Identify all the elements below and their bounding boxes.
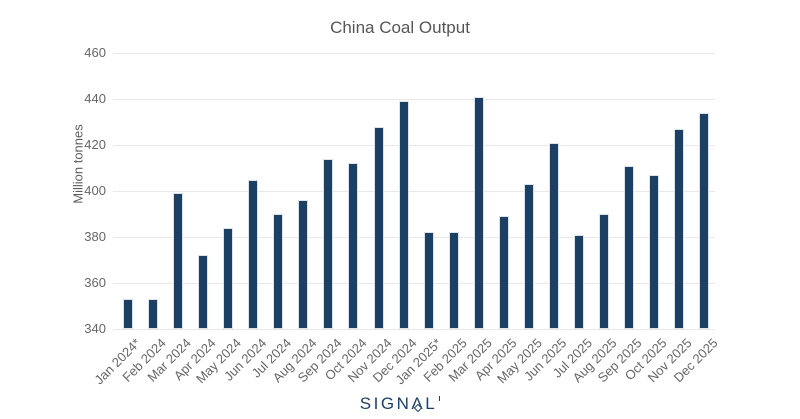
brand-letter-a: Λ bbox=[411, 394, 426, 413]
y-tick-label-400: 400 bbox=[84, 183, 106, 198]
y-tick-label-460: 460 bbox=[84, 45, 106, 60]
bar-may-2025 bbox=[523, 184, 534, 329]
y-tick-label-440: 440 bbox=[84, 91, 106, 106]
gridline-420 bbox=[113, 145, 715, 146]
bar-oct-2025 bbox=[649, 174, 660, 329]
brand-text-pre: SIGN bbox=[359, 394, 412, 413]
bar-feb-2025 bbox=[448, 232, 459, 329]
gridline-340 bbox=[113, 329, 715, 330]
chart-title: China Coal Output bbox=[330, 18, 470, 37]
bar-jan-2025 bbox=[423, 232, 434, 329]
brand-text-post: L bbox=[425, 394, 438, 413]
trademark-tick bbox=[439, 396, 441, 401]
bar-apr-2024 bbox=[198, 255, 209, 329]
y-tick-label-420: 420 bbox=[84, 137, 106, 152]
gridline-460 bbox=[113, 53, 715, 54]
bar-jan-2024 bbox=[123, 299, 133, 329]
bar-apr-2025 bbox=[498, 216, 509, 329]
y-tick-label-380: 380 bbox=[84, 229, 106, 244]
gridline-440 bbox=[113, 99, 715, 100]
bar-sep-2024 bbox=[323, 158, 334, 329]
bar-mar-2024 bbox=[173, 193, 184, 329]
gridline-360 bbox=[113, 283, 715, 284]
bar-dec-2025 bbox=[699, 112, 710, 329]
y-tick-label-360: 360 bbox=[84, 275, 106, 290]
bar-oct-2024 bbox=[348, 163, 359, 329]
bar-feb-2024 bbox=[148, 299, 159, 329]
brand-logo: SIGNΛL bbox=[0, 394, 800, 414]
bar-may-2024 bbox=[223, 227, 234, 329]
bar-aug-2024 bbox=[298, 200, 309, 329]
bar-aug-2025 bbox=[598, 214, 609, 329]
y-tick-label-340: 340 bbox=[84, 321, 106, 336]
bar-nov-2024 bbox=[373, 126, 384, 329]
gridline-380 bbox=[113, 237, 715, 238]
bar-jun-2025 bbox=[548, 142, 559, 329]
bar-jul-2024 bbox=[273, 214, 284, 329]
bar-jul-2025 bbox=[573, 234, 584, 329]
bar-dec-2024 bbox=[398, 101, 409, 329]
gridline-400 bbox=[113, 191, 715, 192]
bar-mar-2025 bbox=[473, 96, 484, 329]
bar-nov-2025 bbox=[674, 128, 685, 329]
plot-area bbox=[113, 53, 715, 330]
bar-jun-2024 bbox=[248, 179, 259, 329]
bar-sep-2025 bbox=[624, 165, 634, 329]
